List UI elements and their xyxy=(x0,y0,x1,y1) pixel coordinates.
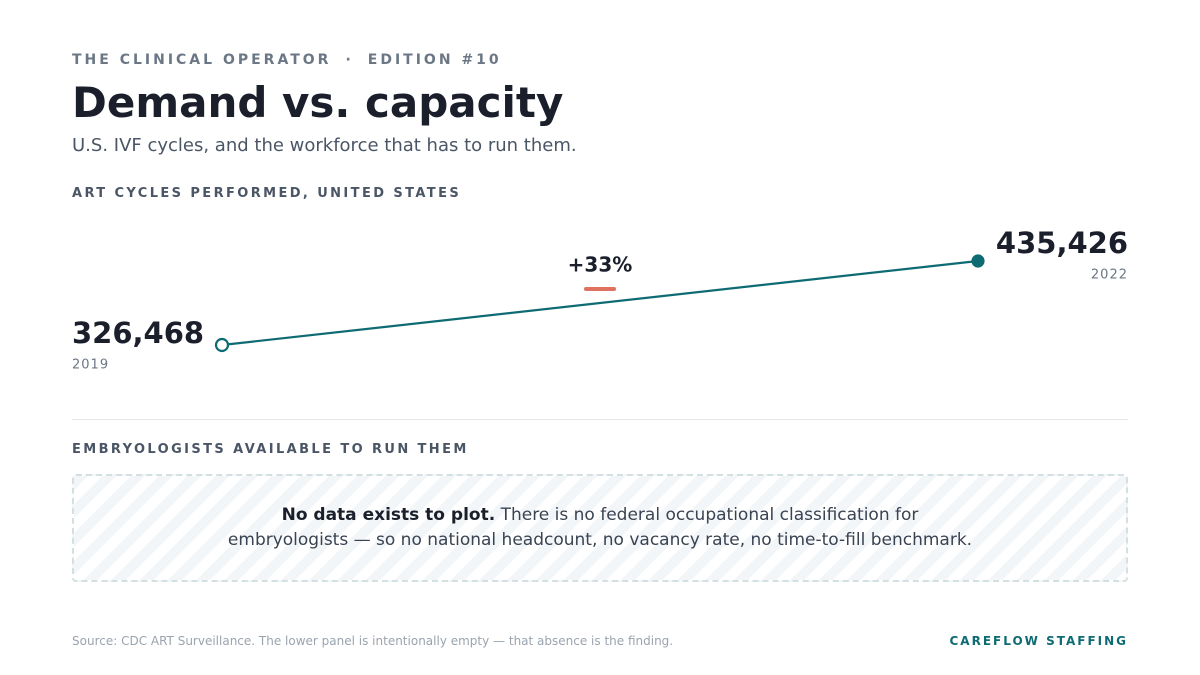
chart: 326,468 2019 435,426 2022 +33% xyxy=(72,226,1128,373)
eyebrow: THE CLINICAL OPERATOR · EDITION #10 xyxy=(72,52,502,68)
category-label: 2022 xyxy=(1091,268,1128,283)
empty-panel: No data exists to plot. There is no fede… xyxy=(72,474,1128,582)
title: Demand vs. capacity xyxy=(72,78,564,127)
category-label: 2019 xyxy=(72,358,109,373)
chart-title: ART CYCLES PERFORMED, UNITED STATES xyxy=(72,186,462,201)
panel-text: There is no federal occupational classif… xyxy=(227,505,973,550)
annotation: +33% xyxy=(568,253,633,277)
brand: CAREFLOW STAFFING xyxy=(949,634,1128,648)
panel-note: No data exists to plot. There is no fede… xyxy=(220,503,980,553)
edition: EDITION #10 xyxy=(367,52,502,68)
separator: · xyxy=(345,52,354,68)
point xyxy=(971,254,985,268)
panel-title: EMBRYOLOGISTS AVAILABLE TO RUN THEM xyxy=(72,442,469,457)
divider xyxy=(72,419,1128,420)
panel-lead: No data exists to plot. xyxy=(281,505,496,525)
subtitle: U.S. IVF cycles, and the workforce that … xyxy=(72,135,577,156)
source: Source: CDC ART Surveillance. The lower … xyxy=(72,634,674,648)
value-label: 326,468 xyxy=(72,316,204,350)
publication: THE CLINICAL OPERATOR xyxy=(72,52,332,68)
value-label: 435,426 xyxy=(996,226,1128,260)
point xyxy=(214,337,230,353)
line xyxy=(221,259,979,347)
annotation-underline xyxy=(584,287,616,291)
